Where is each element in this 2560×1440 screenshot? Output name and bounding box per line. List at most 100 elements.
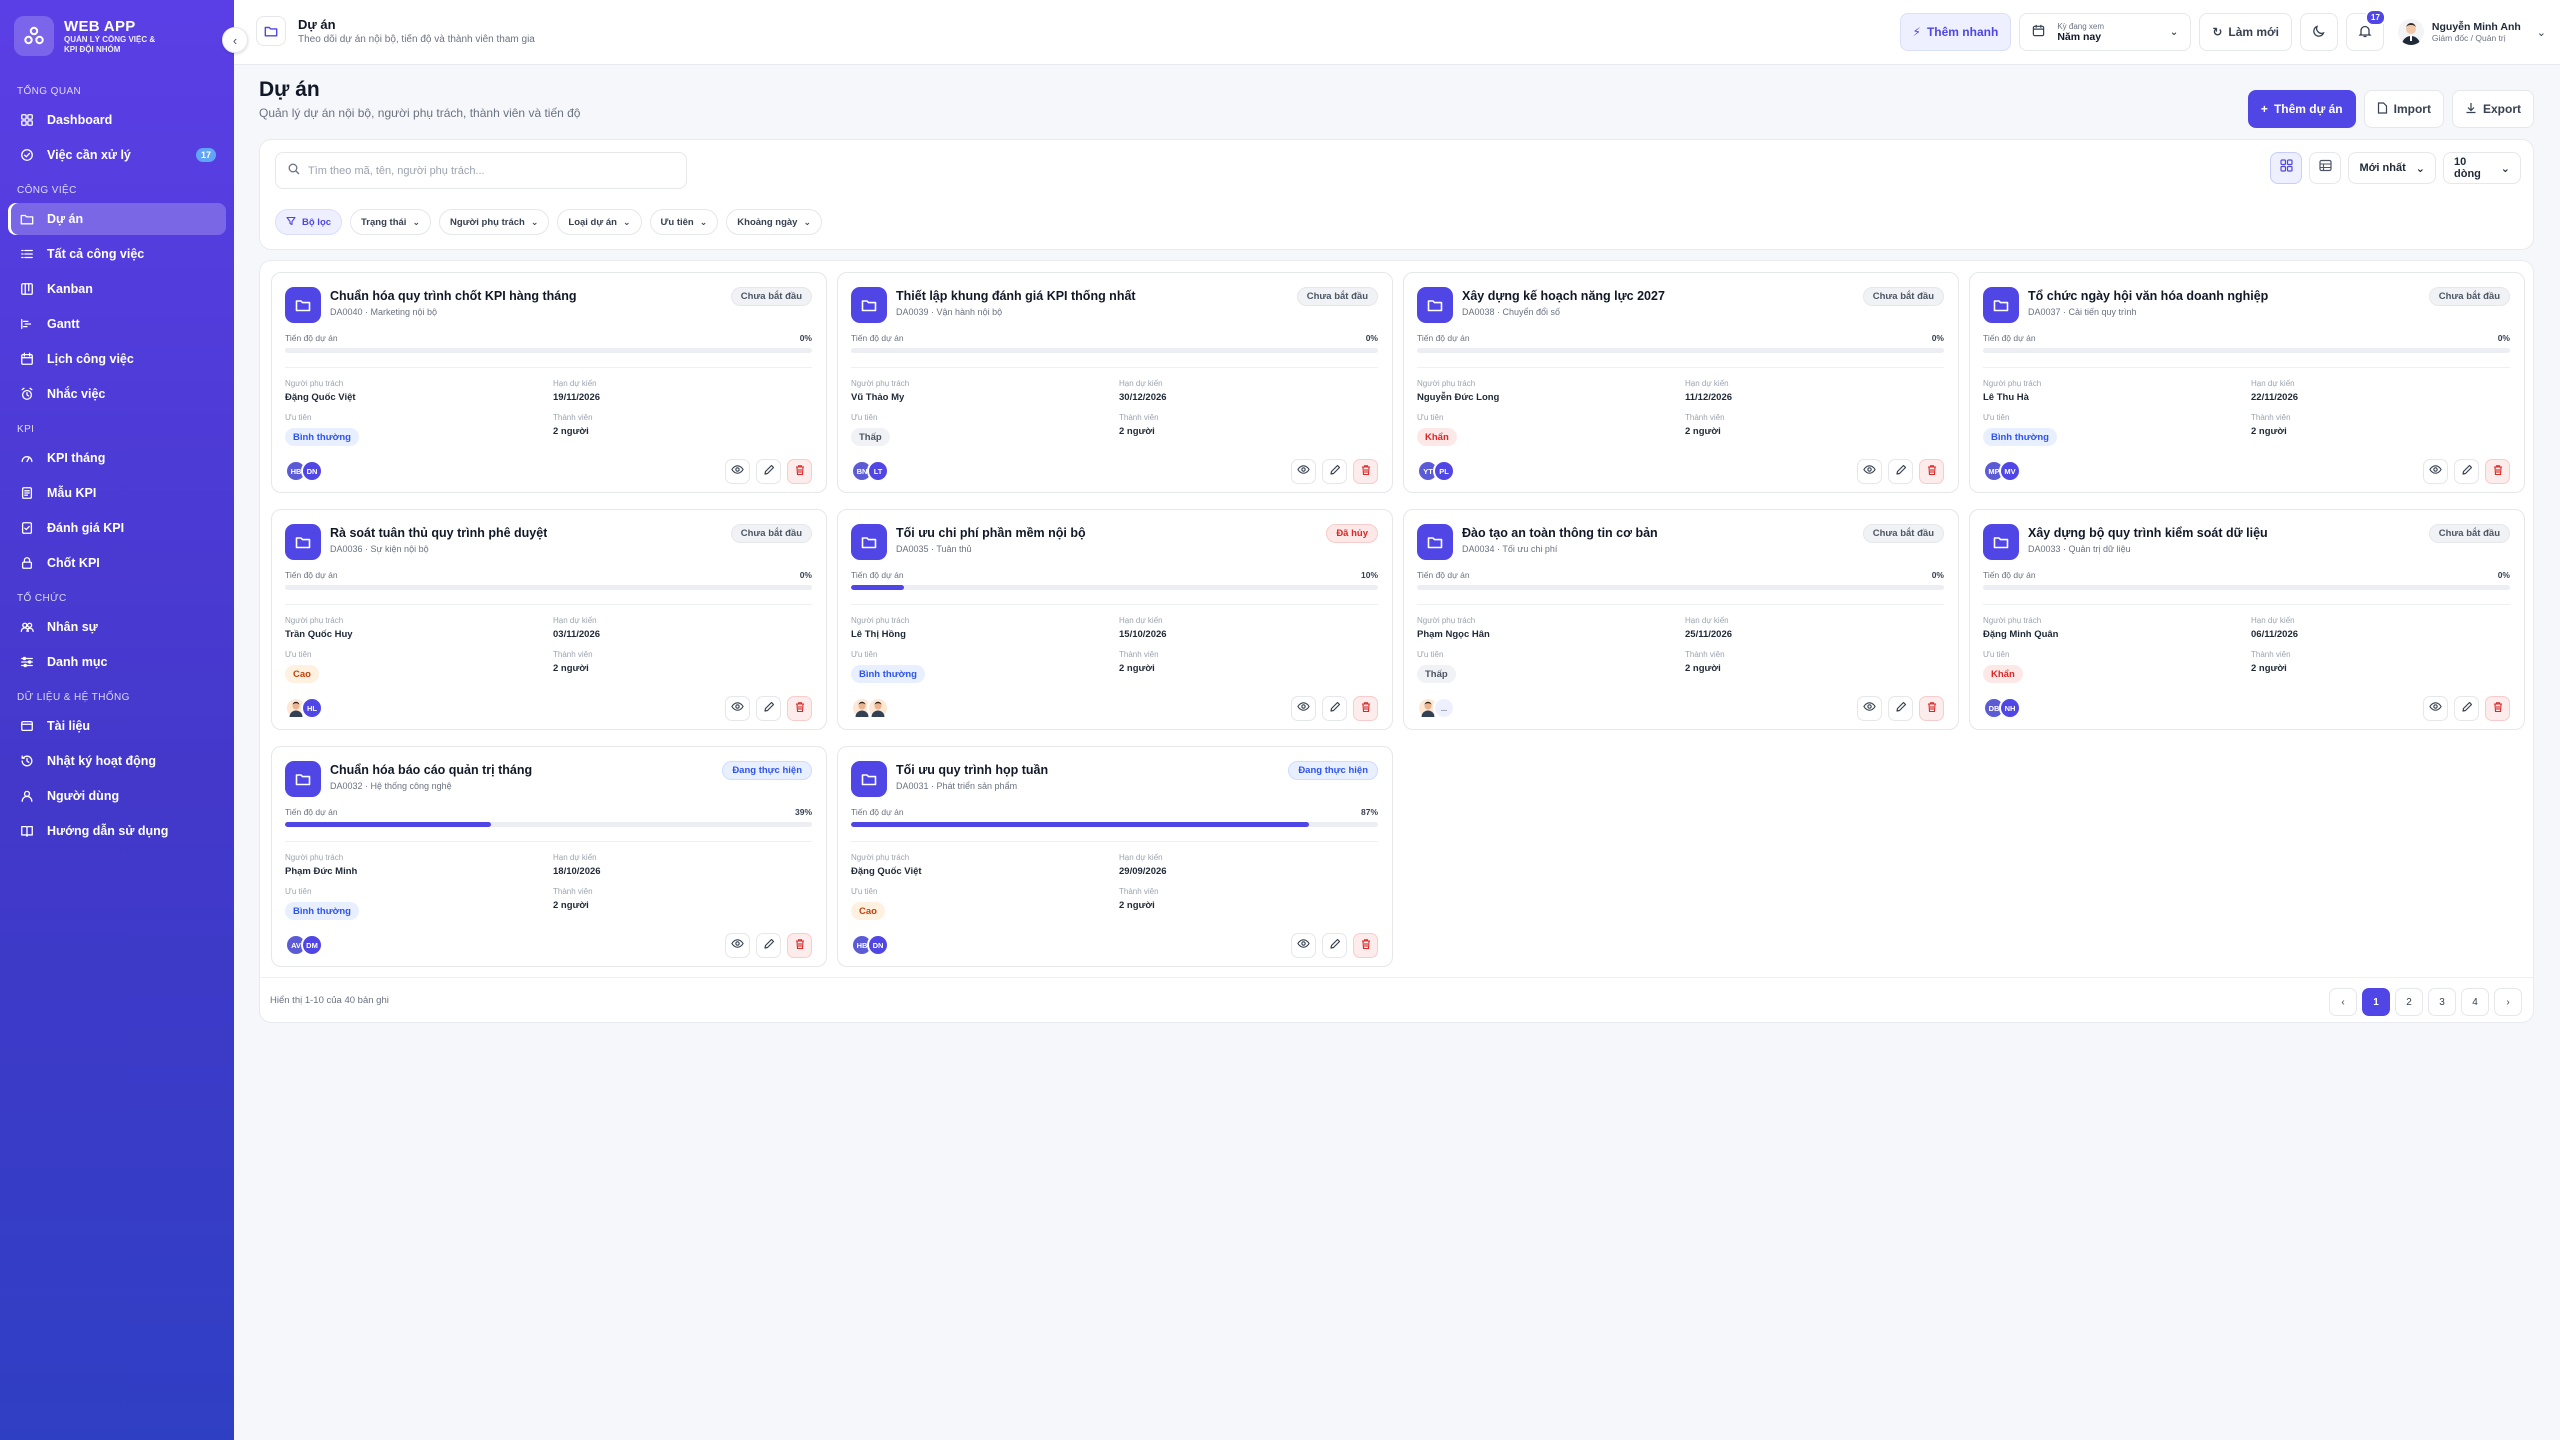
period-select[interactable]: Kỳ đang xem Năm nay ⌄ [2019,13,2192,51]
project-card[interactable]: Xây dựng kế hoạch năng lực 2027 DA0038 · … [1403,272,1959,493]
project-title[interactable]: Tối ưu chi phí phần mềm nội bộ [896,526,1086,540]
filter-chip[interactable]: Trạng thái ⌄ [350,209,431,235]
sidebar-item-2-s0[interactable]: Việc cần xử lý 17 [8,139,226,171]
sidebar-item-4-s4[interactable]: Hướng dẫn sử dụng [8,815,226,847]
page-button[interactable]: 2 [2395,988,2423,1016]
filter-chip[interactable]: Khoảng ngày ⌄ [726,209,822,235]
delete-button[interactable] [1353,933,1378,958]
member-avatar[interactable]: DN [301,460,323,482]
sidebar-item-3-s4[interactable]: Người dùng [8,780,226,812]
view-button[interactable] [1291,696,1316,721]
view-button[interactable] [2423,459,2448,484]
sidebar-item-4-s2[interactable]: Chốt KPI [8,547,226,579]
project-card[interactable]: Đào tạo an toàn thông tin cơ bản DA0034 ·… [1403,509,1959,730]
view-button[interactable] [2423,696,2448,721]
page-size-select[interactable]: 10 dòng ⌄ [2443,152,2521,184]
export-button[interactable]: Export [2451,90,2534,128]
project-title[interactable]: Xây dựng bộ quy trình kiểm soát dữ liệu [2028,526,2268,540]
collapse-sidebar-button[interactable]: ‹ [222,27,248,53]
project-card[interactable]: Rà soát tuân thủ quy trình phê duyệt DA00… [271,509,827,730]
sidebar-item-1-s4[interactable]: Tài liệu [8,710,226,742]
member-avatar[interactable]: MV [1999,460,2021,482]
member-avatar-more[interactable]: ... [1433,697,1455,719]
sidebar-item-1-s3[interactable]: Nhân sự [8,611,226,643]
edit-button[interactable] [756,696,781,721]
project-card[interactable]: Tối ưu chi phí phần mềm nội bộ DA0035 · T… [837,509,1393,730]
edit-button[interactable] [756,459,781,484]
sidebar-item-2-s1[interactable]: Tất cả công việc [8,238,226,270]
page-button[interactable]: 3 [2428,988,2456,1016]
sort-select[interactable]: Mới nhất ⌄ [2348,152,2436,184]
prev-page-button[interactable]: ‹ [2329,988,2357,1016]
sidebar-item-1-s0[interactable]: Dashboard [8,104,226,136]
project-title[interactable]: Chuẩn hóa báo cáo quản trị tháng [330,763,533,777]
member-avatar[interactable]: LT [867,460,889,482]
member-avatar[interactable]: DN [867,934,889,956]
quick-add-button[interactable]: ⚡ Thêm nhanh [1899,13,2012,51]
refresh-button[interactable]: ↻ Làm mới [2199,13,2292,51]
project-title[interactable]: Xây dựng kế hoạch năng lực 2027 [1462,289,1665,303]
next-page-button[interactable]: › [2494,988,2522,1016]
project-card[interactable]: Thiết lập khung đánh giá KPI thống nhất D… [837,272,1393,493]
edit-button[interactable] [2454,696,2479,721]
edit-button[interactable] [1322,696,1347,721]
project-title[interactable]: Tổ chức ngày hội văn hóa doanh nghiệp [2028,289,2269,303]
table-view-button[interactable] [2309,152,2342,184]
delete-button[interactable] [787,933,812,958]
page-button[interactable]: 1 [2362,988,2390,1016]
delete-button[interactable] [2485,459,2510,484]
import-button[interactable]: Import [2363,90,2444,128]
project-title[interactable]: Đào tạo an toàn thông tin cơ bản [1462,526,1658,540]
member-avatar[interactable]: HL [301,697,323,719]
delete-button[interactable] [787,459,812,484]
view-button[interactable] [725,696,750,721]
search-input[interactable] [308,164,668,177]
project-title[interactable]: Rà soát tuân thủ quy trình phê duyệt [330,526,548,540]
edit-button[interactable] [1322,933,1347,958]
delete-button[interactable] [787,696,812,721]
sidebar-item-2-s4[interactable]: Nhật ký hoạt động [8,745,226,777]
add-project-button[interactable]: + Thêm dự án [2247,90,2356,128]
project-card[interactable]: Tối ưu quy trình họp tuần DA0031 · Phát t… [837,746,1393,967]
edit-button[interactable] [1888,696,1913,721]
delete-button[interactable] [1919,696,1944,721]
filter-chip[interactable]: Ưu tiên ⌄ [649,209,719,235]
delete-button[interactable] [2485,696,2510,721]
sidebar-item-2-s3[interactable]: Danh mục [8,646,226,678]
grid-view-button[interactable] [2270,152,2303,184]
sidebar-item-1-s1[interactable]: Dự án [8,203,226,235]
edit-button[interactable] [2454,459,2479,484]
notifications-button[interactable]: 17 [2345,9,2386,51]
search-box[interactable] [275,152,687,189]
view-button[interactable] [1291,933,1316,958]
view-button[interactable] [1291,459,1316,484]
delete-button[interactable] [1919,459,1944,484]
filter-chip[interactable]: Người phụ trách ⌄ [438,209,550,235]
filter-chip[interactable]: Loại dự án ⌄ [557,209,642,235]
project-title[interactable]: Chuẩn hóa quy trình chốt KPI hàng tháng [330,289,577,303]
brand[interactable]: WEB APP QUẢN LÝ CÔNG VIỆC & KPI ĐỘI NHÓM [14,12,156,60]
member-avatar[interactable]: PL [1433,460,1455,482]
delete-button[interactable] [1353,696,1378,721]
view-button[interactable] [1857,459,1882,484]
edit-button[interactable] [1322,459,1347,484]
sidebar-item-3-s1[interactable]: Kanban [8,273,226,305]
project-title[interactable]: Thiết lập khung đánh giá KPI thống nhất [896,289,1136,303]
filter-button[interactable]: Bộ lọc [275,209,343,235]
edit-button[interactable] [756,933,781,958]
delete-button[interactable] [1353,459,1378,484]
sidebar-item-2-s2[interactable]: Mẫu KPI [8,477,226,509]
project-card[interactable]: Xây dựng bộ quy trình kiểm soát dữ liệu D… [1969,509,2525,730]
member-avatar[interactable] [867,697,889,719]
sidebar-item-4-s1[interactable]: Gantt [8,308,226,340]
project-card[interactable]: Tổ chức ngày hội văn hóa doanh nghiệp DA0… [1969,272,2525,493]
project-card[interactable]: Chuẩn hóa báo cáo quản trị tháng DA0032 ·… [271,746,827,967]
view-button[interactable] [725,459,750,484]
member-avatar[interactable]: DM [301,934,323,956]
sidebar-item-6-s1[interactable]: Nhắc việc [8,378,226,410]
sidebar-item-1-s2[interactable]: KPI tháng [8,442,226,474]
project-title[interactable]: Tối ưu quy trình họp tuần [896,763,1049,777]
sidebar-item-5-s1[interactable]: Lịch công việc [8,343,226,375]
sidebar-item-3-s2[interactable]: Đánh giá KPI [8,512,226,544]
theme-toggle-button[interactable] [2299,13,2338,51]
